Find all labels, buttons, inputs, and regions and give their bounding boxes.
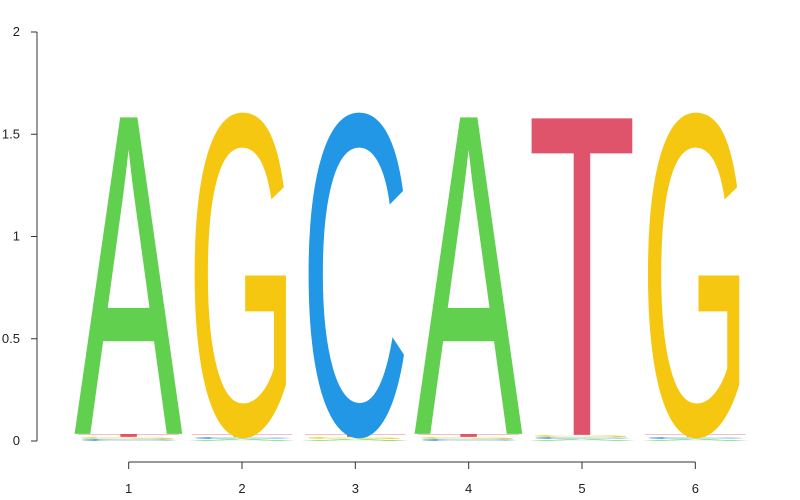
x-tick-label: 6 [692,481,699,496]
x-tick-label: 3 [352,481,359,496]
logo-letter-G-pos-1: G [74,436,183,439]
y-axis: 0 0.5 1 1.5 2 [2,24,38,448]
y-tick-label: 0.5 [2,331,20,346]
logo-letter-A-pos-2: A [188,438,297,441]
logo-letter-A-pos-1: A [74,19,183,500]
y-tick-label: 2 [13,24,20,39]
logo-letter-C-pos-5: C [528,436,637,439]
x-tick-label: 2 [238,481,245,496]
logo-letter-T-pos-5: T [528,18,637,500]
logo-letter-C-pos-3: C [301,17,410,500]
logo-letter-C-pos-2: C [188,436,297,439]
y-tick-label: 1 [13,229,20,244]
y-tick-label: 0 [13,433,20,448]
x-tick-label: 1 [125,481,132,496]
x-tick-label: 5 [578,481,585,496]
logo-letter-T-pos-4: T [414,433,523,438]
logo-letter-A-pos-5: A [528,438,637,441]
logo-letter-C-pos-6: C [641,436,750,439]
logo-letter-C-pos-4: C [414,438,523,441]
logo-letter-T-pos-3: T [301,433,410,438]
y-tick-label: 1.5 [2,126,20,141]
logo-letter-A-pos-3: A [301,438,410,441]
logo-letter-G-pos-4: G [414,436,523,439]
logo-letter-G-pos-6: G [641,18,750,500]
logo-letter-T-pos-1: T [74,433,183,438]
x-axis: 1 2 3 4 5 6 [125,461,699,496]
logo-letter-C-pos-1: C [74,438,183,441]
logo-letter-A-pos-6: A [641,438,750,441]
logo-letter-T-pos-2: T [188,433,297,438]
logo-letter-A-pos-4: A [414,19,523,500]
logo-letter-G-pos-5: G [528,434,637,437]
logo-letter-T-pos-6: T [641,433,750,438]
logo-letter-G-pos-2: G [188,18,297,500]
x-tick-label: 4 [465,481,472,496]
logo-letter-G-pos-3: G [301,436,410,439]
